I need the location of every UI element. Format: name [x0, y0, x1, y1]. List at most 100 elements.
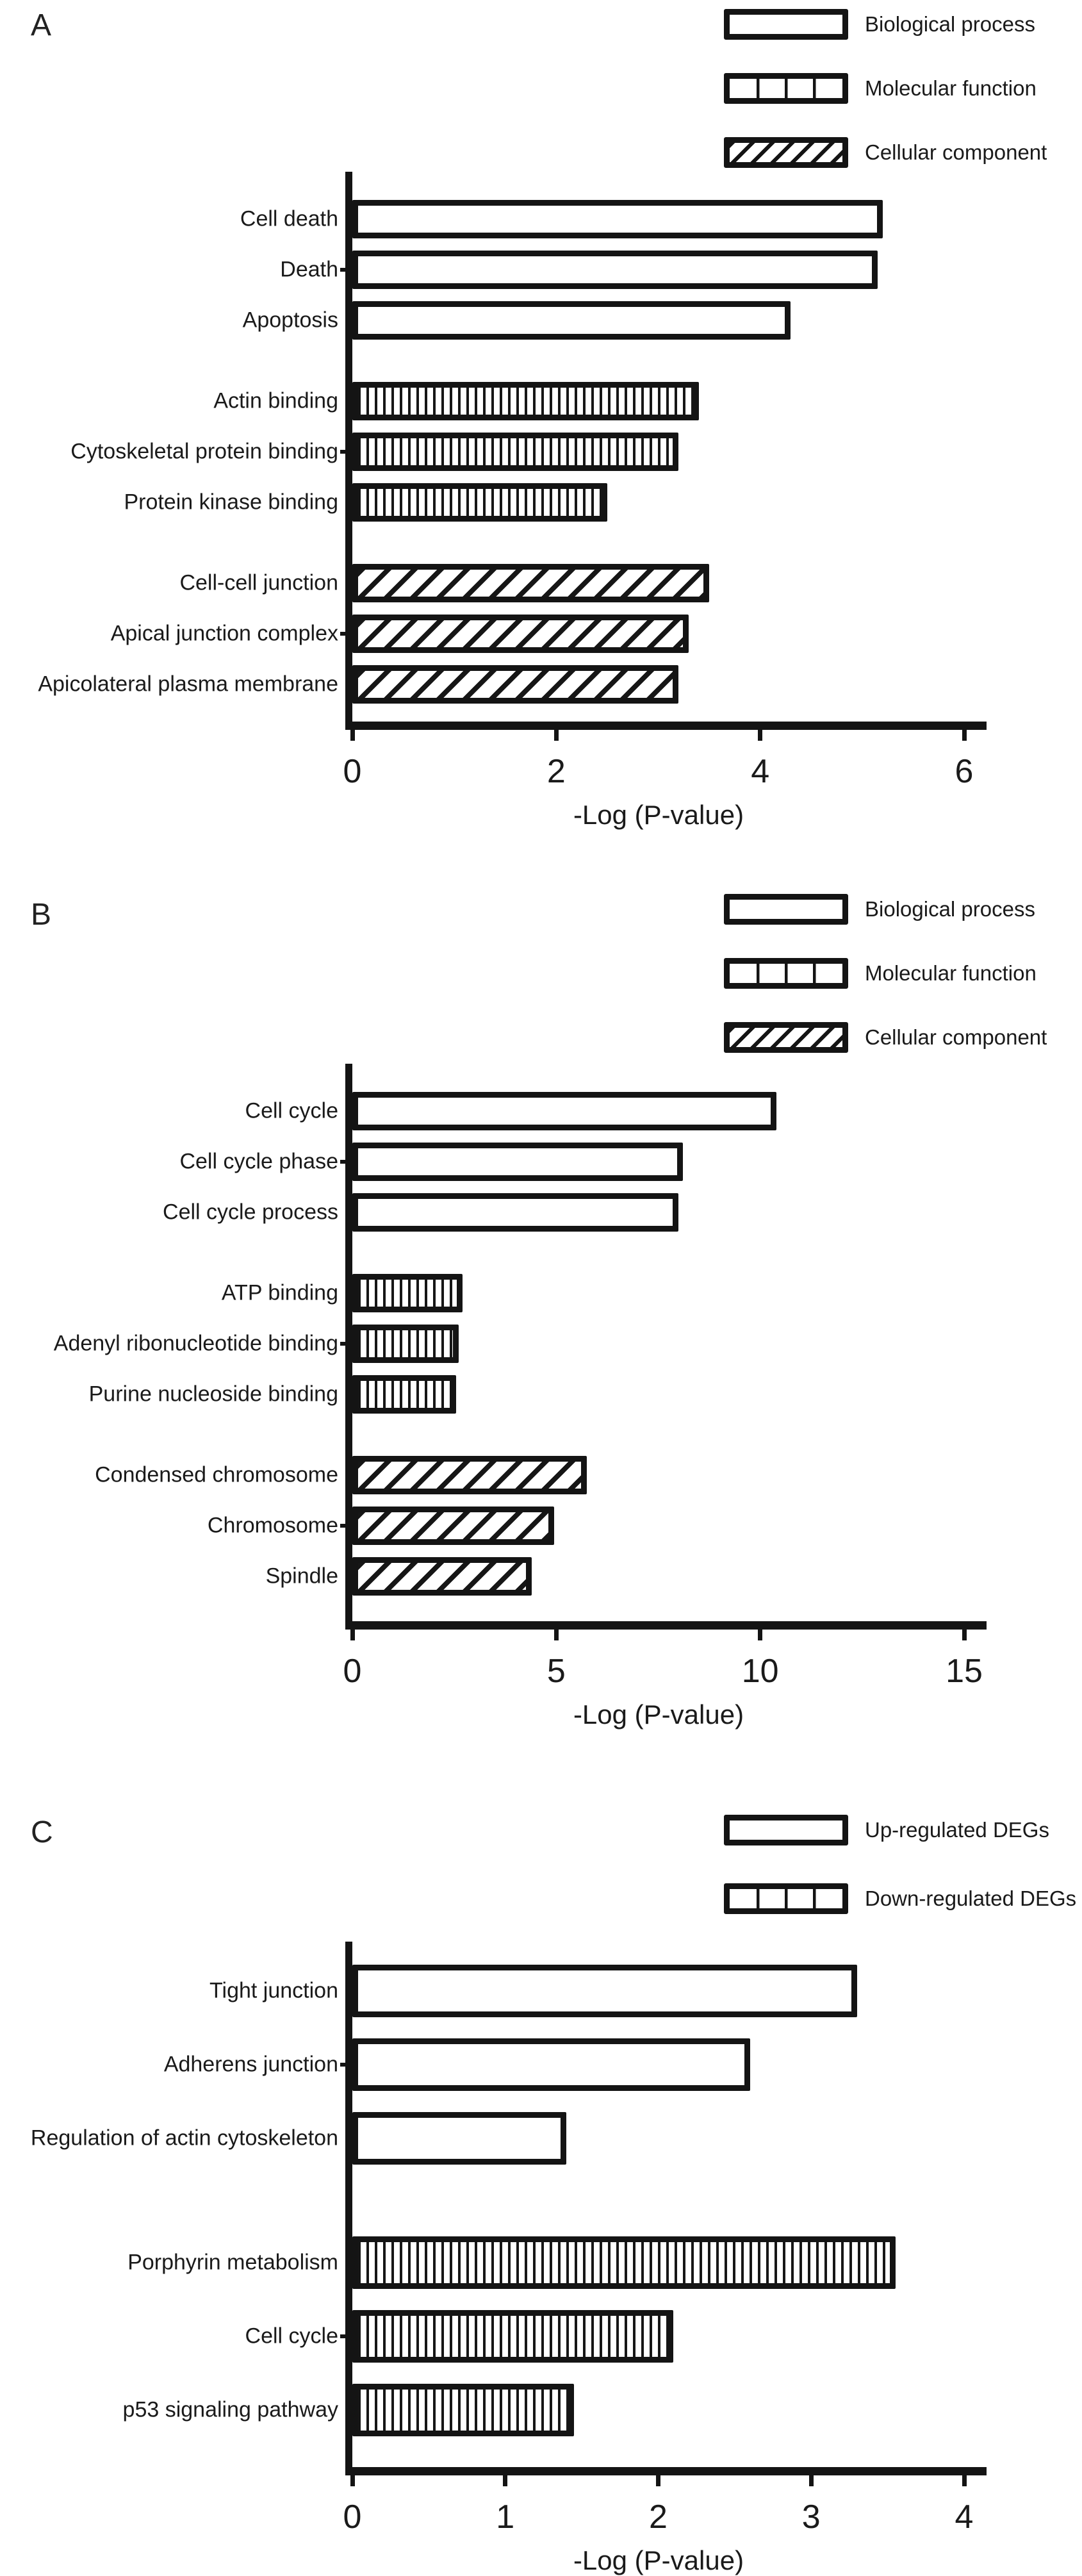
bar-regulation-of-actin-cytoskeleton	[352, 2112, 567, 2165]
open-swatch-icon	[724, 1815, 848, 1845]
x-tick	[350, 2475, 355, 2486]
legend-item: Molecular function	[724, 73, 1047, 104]
bar-cell-cycle-process	[352, 1193, 679, 1232]
legend-label: Cellular component	[865, 140, 1047, 164]
legend-item: Biological process	[724, 9, 1047, 40]
x-tick-label: 3	[801, 2498, 821, 2536]
bar-apoptosis	[352, 301, 791, 340]
x-tick-label: 10	[741, 1653, 779, 1690]
open-swatch-icon	[724, 9, 848, 40]
x-tick-label: 2	[546, 753, 566, 790]
category-label: Spindle	[265, 1564, 338, 1589]
x-tick-label: 0	[343, 1653, 362, 1690]
legend-label: Up-regulated DEGs	[865, 1818, 1049, 1842]
x-tick	[553, 1630, 559, 1640]
category-label: Cell cycle phase	[179, 1149, 338, 1174]
category-label: Cell death	[240, 206, 338, 231]
bar-cell-cell-junction	[352, 564, 710, 602]
x-tick-label: 0	[343, 2498, 362, 2536]
bar-protein-kinase-binding	[352, 483, 607, 522]
bar-cell-cycle	[352, 2310, 674, 2363]
x-tick	[758, 1630, 763, 1640]
x-tick-label: 15	[946, 1653, 983, 1690]
category-label: Condensed chromosome	[95, 1462, 338, 1487]
x-tick	[962, 730, 967, 741]
legend: Up-regulated DEGs Down-regulated DEGs	[724, 1815, 1076, 1914]
legend-item: Cellular component	[724, 137, 1047, 168]
x-tick	[962, 2475, 967, 2486]
bar-cell-cycle-phase	[352, 1143, 683, 1181]
panel-label: B	[31, 898, 52, 932]
category-label: Regulation of actin cytoskeleton	[30, 2126, 338, 2151]
bar-condensed-chromosome	[352, 1456, 587, 1494]
x-tick	[553, 730, 559, 741]
x-tick-label: 2	[649, 2498, 668, 2536]
bar-chromosome	[352, 1507, 555, 1545]
bar-apical-junction-complex	[352, 615, 689, 653]
x-axis-title: -Log (P-value)	[573, 1699, 744, 1730]
category-label: Apoptosis	[242, 308, 338, 333]
x-tick	[962, 1630, 967, 1640]
x-tick-label: 1	[496, 2498, 515, 2536]
bar-adherens-junction	[352, 2038, 750, 2091]
category-label: Death	[280, 257, 338, 282]
legend: Biological process Molecular function Cell…	[724, 9, 1047, 168]
panel-A: A Biological process Molecular function Ce…	[0, 0, 1082, 852]
panel-label: C	[31, 1815, 53, 1849]
category-label: Protein kinase binding	[124, 490, 338, 515]
x-tick	[350, 1630, 355, 1640]
y-axis	[345, 1064, 352, 1630]
category-label: Purine nucleoside binding	[88, 1382, 338, 1407]
legend-label: Cellular component	[865, 1025, 1047, 1049]
legend-label: Down-regulated DEGs	[865, 1887, 1077, 1910]
bar-porphyrin-metabolism	[352, 2236, 896, 2289]
bar-tight-junction	[352, 1965, 857, 2017]
category-label: Cell cycle	[245, 1098, 338, 1123]
legend-label: Biological process	[865, 12, 1035, 36]
legend-item: Up-regulated DEGs	[724, 1815, 1076, 1845]
hatched-swatch-icon	[724, 1022, 848, 1053]
segmented-swatch-icon	[724, 73, 848, 104]
category-label: Chromosome	[207, 1513, 338, 1538]
x-axis	[348, 722, 987, 730]
bar-cell-cycle	[352, 1092, 777, 1130]
x-tick	[350, 730, 355, 741]
x-tick-label: 4	[955, 2498, 974, 2536]
x-tick	[503, 2475, 508, 2486]
x-axis-title: -Log (P-value)	[573, 2545, 744, 2575]
category-label: Cytoskeletal protein binding	[70, 439, 338, 464]
x-tick	[656, 2475, 660, 2486]
category-label: Adenyl ribonucleotide binding	[53, 1331, 338, 1356]
category-label: Porphyrin metabolism	[127, 2250, 338, 2275]
bar-cytoskeletal-protein-binding	[352, 433, 679, 471]
legend-item: Cellular component	[724, 1022, 1047, 1053]
x-axis	[348, 2467, 987, 2475]
hatched-swatch-icon	[724, 137, 848, 168]
segmented-swatch-icon	[724, 958, 848, 989]
open-swatch-icon	[724, 894, 848, 925]
category-label: Apical junction complex	[110, 621, 338, 646]
x-axis-title: -Log (P-value)	[573, 800, 744, 830]
legend-label: Biological process	[865, 897, 1035, 921]
bar-p53-signaling-pathway	[352, 2384, 575, 2436]
panel-C: C Up-regulated DEGs Down-regulated DEGs T…	[0, 1781, 1082, 2575]
category-label: Actin binding	[213, 388, 338, 413]
category-label: ATP binding	[221, 1280, 338, 1305]
x-tick-label: 4	[751, 753, 770, 790]
x-tick	[808, 2475, 814, 2486]
bar-spindle	[352, 1557, 532, 1596]
category-label: Tight junction	[209, 1978, 338, 2003]
legend-label: Molecular function	[865, 961, 1037, 985]
x-tick-label: 0	[343, 753, 362, 790]
bar-adenyl-ribonucleotide-binding	[352, 1325, 459, 1363]
legend-item: Molecular function	[724, 958, 1047, 989]
x-tick-label: 6	[955, 753, 974, 790]
bar-apicolateral-plasma-membrane	[352, 665, 679, 704]
category-label: Cell cycle process	[163, 1200, 338, 1225]
category-label: Adherens junction	[163, 2052, 338, 2077]
bar-purine-nucleoside-binding	[352, 1375, 457, 1414]
x-tick-label: 5	[546, 1653, 566, 1690]
category-label: Cell cycle	[245, 2324, 338, 2349]
x-tick	[758, 730, 763, 741]
panel-label: A	[31, 8, 52, 42]
